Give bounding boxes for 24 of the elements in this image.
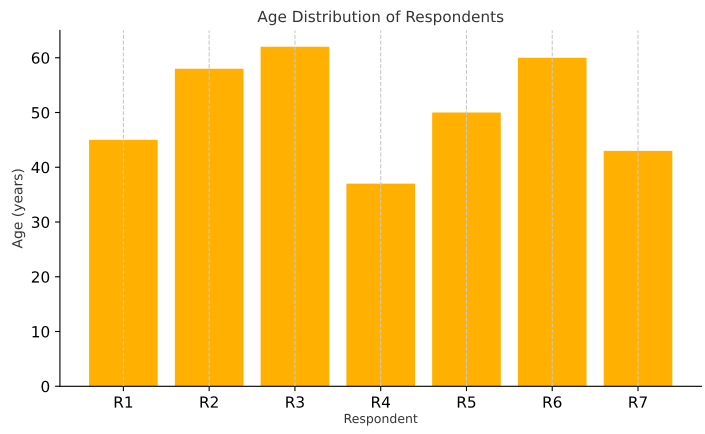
- y-tick-label: 60: [32, 52, 50, 64]
- x-tick-label: R4: [372, 396, 390, 408]
- bar: [89, 140, 158, 386]
- bar: [260, 46, 330, 386]
- bar: [346, 184, 416, 386]
- bar: [604, 150, 672, 386]
- y-tick-label: 20: [32, 271, 50, 283]
- y-tick-label: 0: [41, 380, 50, 392]
- x-tick-label: R6: [544, 396, 562, 408]
- bar: [432, 112, 501, 386]
- y-tick-label: 30: [32, 216, 50, 228]
- x-tick-label: R2: [200, 396, 218, 408]
- x-tick-label: R5: [458, 396, 476, 408]
- bar: [518, 58, 587, 386]
- y-tick-label: 50: [32, 106, 50, 119]
- x-tick-label: R7: [629, 396, 647, 408]
- x-tick-label: R3: [286, 396, 304, 408]
- y-axis-title: Age (years): [12, 169, 26, 248]
- x-tick-label: R1: [114, 396, 132, 408]
- bar: [174, 68, 244, 386]
- y-tick-label: 10: [32, 326, 50, 338]
- x-axis-title: Respondent: [344, 414, 418, 426]
- chart-title: Age Distribution of Respondents: [257, 10, 504, 26]
- y-tick-label: 40: [32, 162, 50, 174]
